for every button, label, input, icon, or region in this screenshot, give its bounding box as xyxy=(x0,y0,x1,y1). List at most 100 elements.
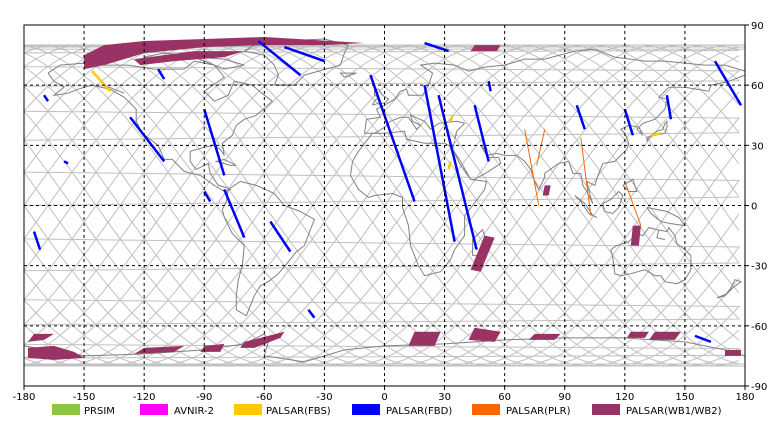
x-tick-label: -60 xyxy=(256,392,272,403)
fbd-swath xyxy=(473,104,490,162)
legend-swatch xyxy=(352,404,380,415)
wb-swath xyxy=(542,185,551,196)
fbd-swath xyxy=(63,160,69,165)
wb-swath xyxy=(630,225,641,246)
y-tick-label: -90 xyxy=(751,382,767,393)
coastline xyxy=(364,48,746,134)
wb-swath xyxy=(470,235,495,272)
fbd-swath xyxy=(129,116,166,163)
coastline xyxy=(602,190,624,215)
wb-swath xyxy=(408,331,441,346)
fbd-swath xyxy=(665,94,673,120)
fbd-swath xyxy=(423,84,456,242)
coastline xyxy=(574,195,598,218)
legend-label: AVNIR-2 xyxy=(174,406,214,417)
y-axis-ticks: 90 60 30 0 -30 -60 -90 xyxy=(745,21,767,393)
wb-swath xyxy=(468,327,501,342)
coastline xyxy=(372,88,390,106)
x-tick-label: 60 xyxy=(498,392,511,403)
x-tick-label: 150 xyxy=(675,392,694,403)
plr-swath xyxy=(580,137,592,216)
x-tick-label: -120 xyxy=(133,392,156,403)
x-tick-label: 30 xyxy=(438,392,451,403)
fbd-swath xyxy=(269,220,292,253)
y-tick-label: 30 xyxy=(751,141,764,152)
legend: PRSIM AVNIR-2 PALSAR(FBS) PALSAR(FBD) PALSAR… xyxy=(52,404,722,417)
fbd-swath xyxy=(157,68,166,80)
y-tick-label: -60 xyxy=(751,322,767,333)
fbd-swath xyxy=(223,188,246,239)
coastline xyxy=(364,114,466,140)
fbd-swath xyxy=(437,94,478,250)
coastline xyxy=(194,56,245,70)
plr-swath xyxy=(536,129,546,166)
fbd-swath xyxy=(694,334,712,344)
coastline xyxy=(221,180,316,317)
wb-swath xyxy=(84,37,365,70)
x-tick-label: -90 xyxy=(196,392,212,403)
fbs-swath xyxy=(449,114,454,122)
x-tick-label: -180 xyxy=(13,392,36,403)
legend-label: PRSIM xyxy=(84,406,115,417)
legend-label: PALSAR(PLR) xyxy=(506,406,571,417)
coastline xyxy=(622,178,638,192)
fbd-swath xyxy=(42,94,50,102)
plr-swath xyxy=(524,129,540,206)
coastline xyxy=(646,207,687,227)
wb-swath xyxy=(626,331,649,338)
legend-swatch xyxy=(140,404,168,415)
fbd-swath xyxy=(487,80,492,92)
fbs-swath xyxy=(447,161,452,170)
coastline xyxy=(610,226,692,285)
fbd-swath xyxy=(32,231,42,251)
coastline xyxy=(716,279,743,299)
fbd-swath xyxy=(203,108,226,176)
fbs-swath xyxy=(91,70,112,93)
wb-swath xyxy=(470,45,501,52)
wb-swath xyxy=(725,349,741,356)
coastline xyxy=(339,72,357,78)
legend-swatch xyxy=(472,404,500,415)
lat-lon-grid xyxy=(24,25,745,386)
wb-swath xyxy=(648,331,681,340)
wb-swath xyxy=(528,333,561,340)
wb-swath xyxy=(200,343,225,352)
wb-swath xyxy=(134,345,185,354)
fbd-swath xyxy=(257,40,302,77)
y-tick-label: 60 xyxy=(751,81,764,92)
fbd-swath xyxy=(283,45,325,63)
fbd-swath xyxy=(575,104,586,130)
plr-swath xyxy=(624,181,642,226)
legend-swatch xyxy=(592,404,620,415)
fbd-swath xyxy=(307,309,316,319)
x-tick-label: 120 xyxy=(615,392,634,403)
x-tick-label: 90 xyxy=(558,392,571,403)
coastline xyxy=(47,60,274,193)
observation-swaths xyxy=(28,37,743,360)
wb-swath xyxy=(28,345,85,360)
orbit-track xyxy=(23,44,740,367)
wb-swath xyxy=(134,51,245,66)
x-tick-label: -150 xyxy=(73,392,96,403)
fbs-swath xyxy=(650,132,662,137)
fbd-swath xyxy=(203,190,212,203)
wb-swath xyxy=(240,331,285,348)
y-tick-label: 0 xyxy=(751,202,757,213)
legend-label: PALSAR(FBS) xyxy=(266,406,331,417)
legend-swatch xyxy=(52,404,80,415)
x-tick-label: -30 xyxy=(316,392,332,403)
x-tick-label: 180 xyxy=(735,392,754,403)
x-axis-ticks: -180 -150 -120 -90 -60 -30 0 30 60 90 120 150 180 xyxy=(13,386,755,403)
x-tick-label: 0 xyxy=(381,392,387,403)
legend-label: PALSAR(FBD) xyxy=(386,406,452,417)
y-tick-label: -30 xyxy=(751,262,767,273)
fbd-swath xyxy=(713,60,743,106)
fbd-swath xyxy=(369,74,416,202)
wb-swath xyxy=(28,333,54,342)
legend-swatch xyxy=(234,404,262,415)
coastline xyxy=(656,229,666,241)
legend-label: PALSAR(WB1/WB2) xyxy=(626,406,722,417)
y-tick-label: 90 xyxy=(751,21,764,32)
